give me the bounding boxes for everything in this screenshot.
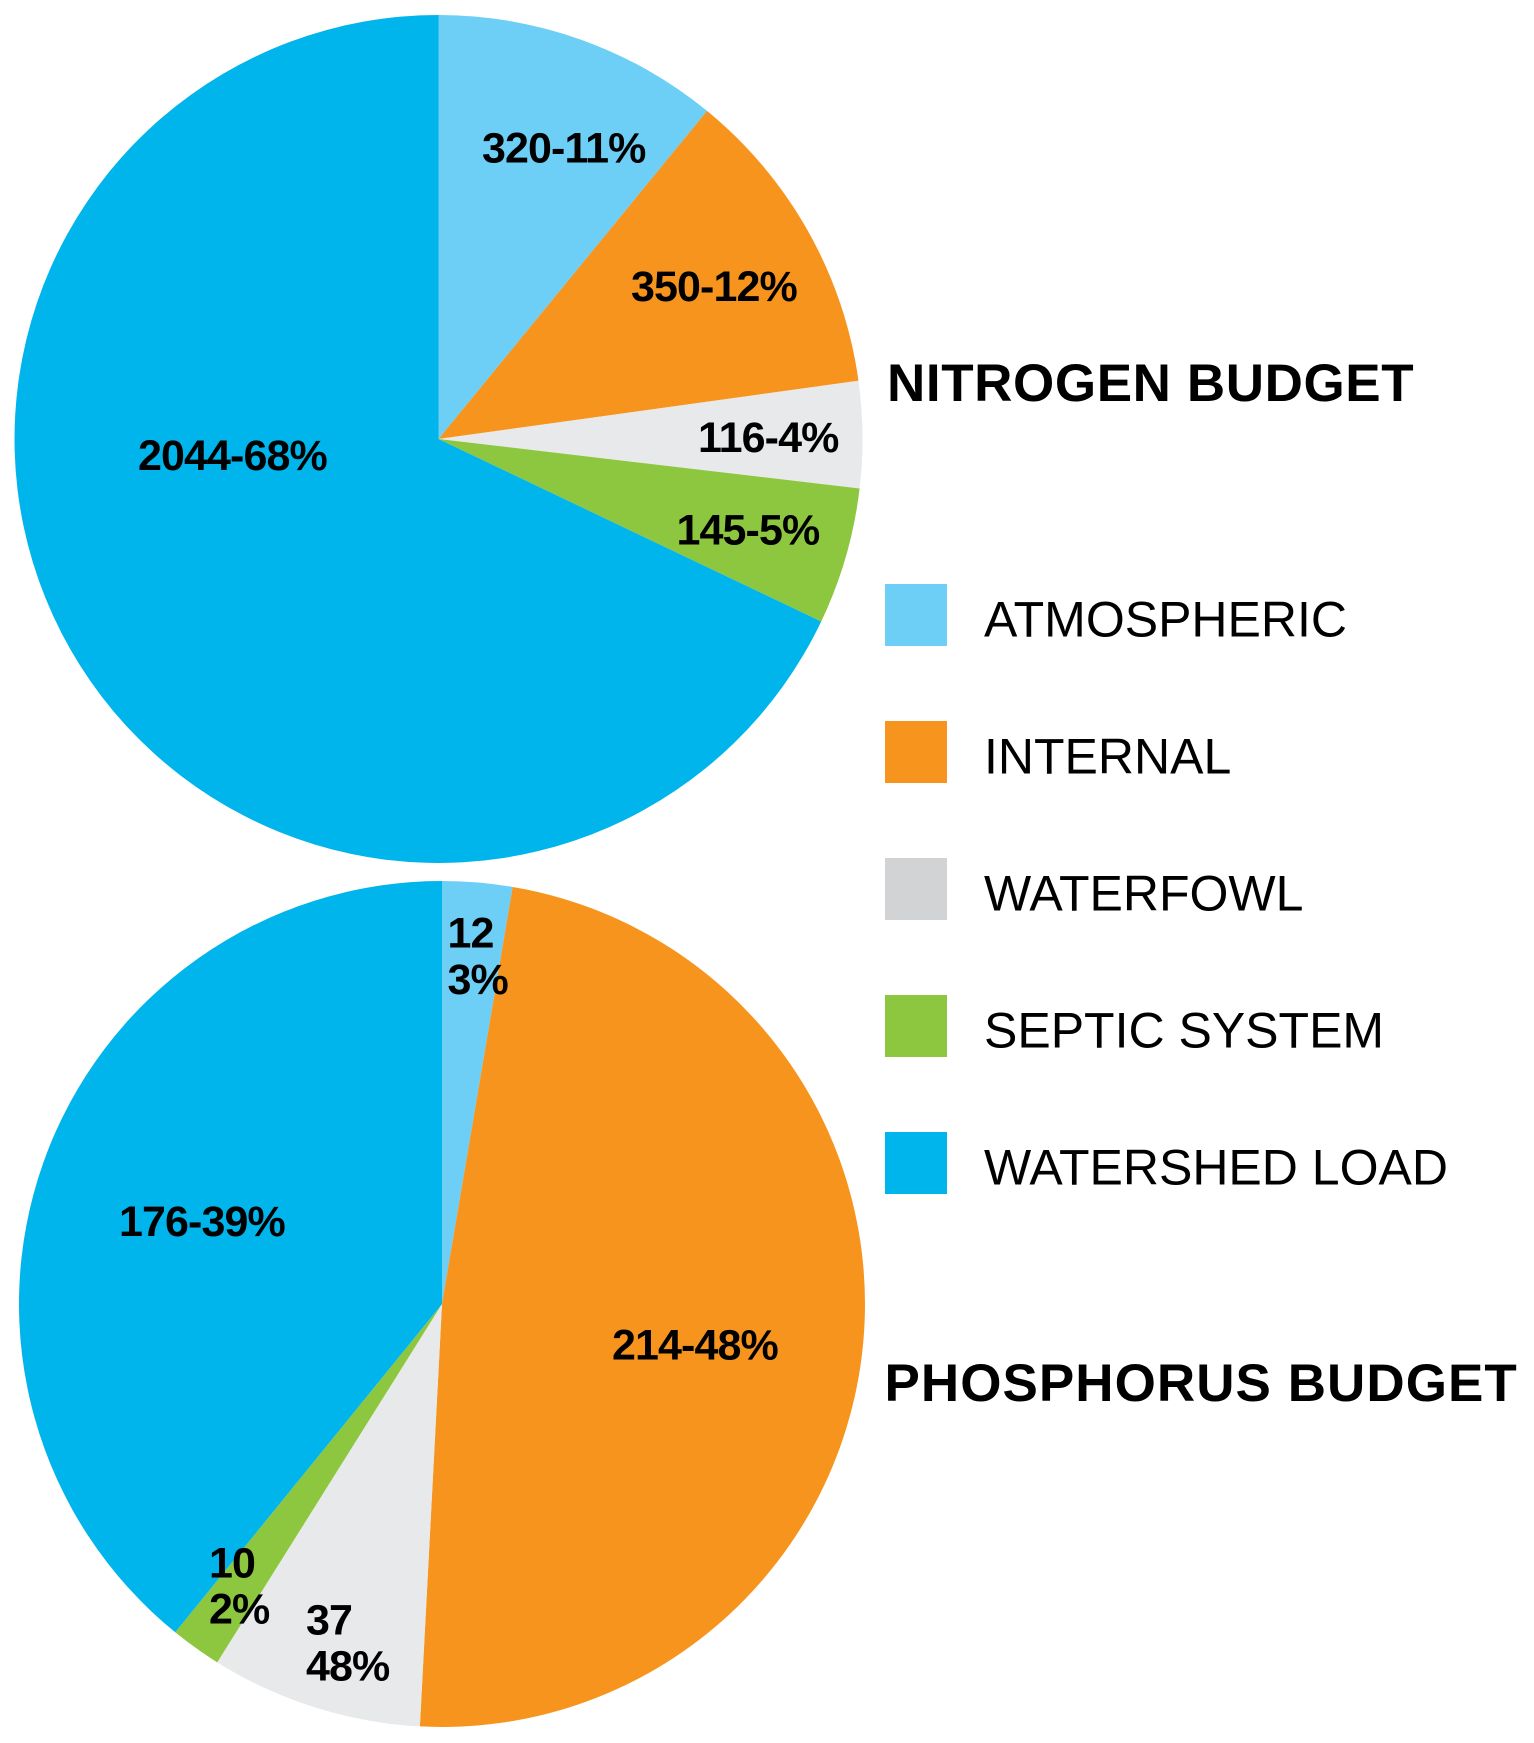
svg-text:WATERSHED LOAD: WATERSHED LOAD [984,1140,1448,1196]
svg-text:214-48%: 214-48% [612,1322,778,1370]
svg-text:INTERNAL: INTERNAL [984,729,1231,785]
svg-text:176-39%: 176-39% [119,1198,285,1246]
svg-text:2%: 2% [209,1586,270,1634]
svg-text:116-4%: 116-4% [698,414,839,462]
svg-text:350-12%: 350-12% [631,263,797,311]
svg-text:2044-68%: 2044-68% [138,432,328,480]
svg-text:WATERFOWL: WATERFOWL [984,866,1303,922]
svg-text:PHOSPHORUS BUDGET: PHOSPHORUS BUDGET [885,1354,1518,1413]
svg-text:37: 37 [306,1597,352,1645]
svg-text:12: 12 [448,910,494,958]
svg-text:320-11%: 320-11% [482,125,646,173]
svg-text:ATMOSPHERIC: ATMOSPHERIC [984,592,1347,648]
svg-text:NITROGEN BUDGET: NITROGEN BUDGET [887,354,1414,413]
svg-text:SEPTIC SYSTEM: SEPTIC SYSTEM [984,1003,1384,1059]
svg-text:145-5%: 145-5% [677,507,820,555]
svg-text:10: 10 [209,1540,255,1588]
svg-text:3%: 3% [448,956,509,1004]
svg-text:48%: 48% [306,1643,390,1691]
